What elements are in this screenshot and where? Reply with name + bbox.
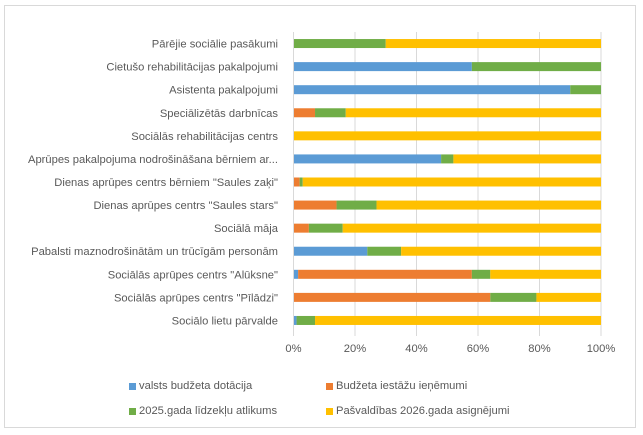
x-tick-label: 80% — [528, 343, 550, 355]
x-tick-label: 40% — [405, 343, 427, 355]
bar-segment — [293, 131, 601, 141]
bar-segment — [536, 292, 601, 302]
bar-segment — [299, 177, 303, 187]
bar-segment — [342, 223, 601, 233]
bar-segment — [293, 269, 299, 279]
category-label: Sociālo lietu pārvalde — [172, 315, 278, 327]
category-label: Sociālās aprūpes centrs "Alūksne" — [108, 269, 278, 281]
bar-segment — [293, 108, 316, 118]
category-label: Pabalsti maznodrošinātām un trūcīgām per… — [31, 246, 278, 258]
bar-segment — [401, 246, 601, 256]
category-label: Dienas aprūpes centrs bērniem "Saules za… — [54, 177, 278, 189]
bar-segment — [490, 269, 601, 279]
x-tick-labels: 0% 20% 40% 60% 80% 100% — [285, 343, 615, 355]
bar-segment — [293, 246, 368, 256]
x-tick-label: 20% — [344, 343, 366, 355]
bar-segment — [570, 85, 601, 95]
bar-segment — [315, 108, 346, 118]
category-label: Sociālās aprūpes centrs "Pīlādzi" — [114, 292, 278, 304]
bar-segment — [336, 200, 377, 210]
bar-segment — [367, 246, 402, 256]
bar-segment — [345, 108, 601, 118]
category-labels: Pārējie sociālie pasākumi Cietušo rehabil… — [28, 39, 279, 328]
x-tick-label: 60% — [467, 343, 489, 355]
category-label: Speciālizētās darbnīcas — [160, 108, 279, 120]
bar-segment — [296, 315, 316, 325]
bar-segment — [385, 39, 601, 49]
bar-segment — [293, 223, 309, 233]
category-label: Dienas aprūpes centrs "Saules stars" — [93, 200, 278, 212]
category-label: Sociālās rehabilitācijas centrs — [131, 131, 278, 143]
bar-segment — [293, 62, 472, 72]
category-label: Asistenta pakalpojumi — [169, 85, 278, 97]
bar-segment — [293, 315, 297, 325]
bar-segment — [490, 292, 537, 302]
category-label: Pārējie sociālie pasākumi — [152, 39, 278, 51]
bar-segment — [293, 200, 337, 210]
bar-segment — [298, 269, 472, 279]
bar-segment — [302, 177, 601, 187]
bar-segment — [293, 292, 491, 302]
chart-frame — [4, 5, 636, 428]
x-tick-label: 0% — [285, 343, 301, 355]
bars — [293, 39, 601, 325]
bar-segment — [293, 177, 300, 187]
bar-segment — [308, 223, 343, 233]
bar-segment — [293, 85, 571, 95]
bar-segment — [315, 315, 601, 325]
bar-segment — [293, 39, 386, 49]
bar-segment — [441, 154, 454, 164]
category-label: Cietušo rehabilitācijas pakalpojumi — [106, 62, 278, 74]
bar-segment — [293, 154, 442, 164]
bar-segment — [471, 62, 601, 72]
bar-segment — [471, 269, 491, 279]
x-tick-label: 100% — [587, 343, 616, 355]
category-label: Aprūpes pakalpojuma nodrošināšana bērnie… — [28, 154, 278, 166]
category-label: Sociālā māja — [214, 223, 279, 235]
bar-segment — [376, 200, 601, 210]
bar-segment — [453, 154, 601, 164]
